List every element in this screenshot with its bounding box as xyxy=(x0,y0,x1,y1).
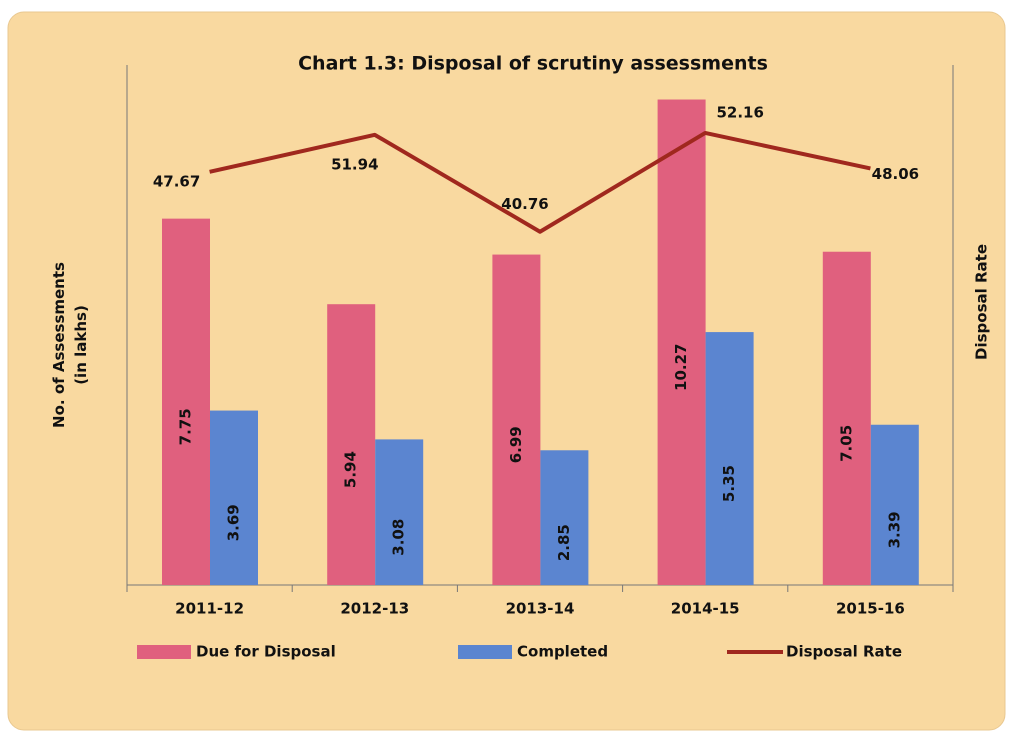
bar-value-label: 10.27 xyxy=(672,344,690,391)
bar xyxy=(492,254,541,585)
bar-value-label: 6.99 xyxy=(507,426,525,463)
bar xyxy=(540,450,589,585)
x-tick-label: 2013-14 xyxy=(506,600,575,618)
y-axis-title: No. of Assessments (in lakhs) xyxy=(50,262,90,428)
line-value-label: 52.16 xyxy=(716,103,763,121)
line xyxy=(209,130,871,234)
bar-value-label: 3.39 xyxy=(885,511,903,548)
bar xyxy=(210,410,258,585)
legend-swatch xyxy=(137,645,191,659)
legend-label: Disposal Rate xyxy=(786,643,902,661)
bar-value-label: 7.05 xyxy=(837,425,855,462)
x-tick-label: 2015-16 xyxy=(836,600,905,618)
bar-value-label: 5.35 xyxy=(720,465,738,502)
line-value-label: 51.94 xyxy=(331,155,378,173)
bar xyxy=(822,251,871,585)
legend-label: Completed xyxy=(517,643,608,661)
bar xyxy=(162,218,210,586)
bar-value-label: 5.94 xyxy=(342,451,360,488)
bar-value-label: 3.69 xyxy=(225,504,243,541)
x-tick-label: 2012-13 xyxy=(340,600,409,618)
bar xyxy=(657,99,706,585)
y2-axis-title: Disposal Rate xyxy=(973,244,991,360)
line-value-label: 47.67 xyxy=(153,172,200,190)
bar xyxy=(870,424,919,585)
line-value-label: 40.76 xyxy=(501,195,548,213)
legend-swatch xyxy=(458,645,512,659)
x-tick-label: 2011-12 xyxy=(175,600,244,618)
chart-title: Chart 1.3: Disposal of scrutiny assessme… xyxy=(298,53,768,75)
bar-value-label: 7.75 xyxy=(177,408,195,445)
line-value-label: 48.06 xyxy=(872,165,919,183)
bar xyxy=(705,332,754,585)
x-tick-label: 2014-15 xyxy=(671,600,740,618)
bar xyxy=(327,304,376,585)
bar-value-label: 3.08 xyxy=(390,519,408,556)
bar-value-label: 2.85 xyxy=(555,524,573,561)
legend-label: Due for Disposal xyxy=(196,643,336,661)
bar xyxy=(375,439,424,585)
